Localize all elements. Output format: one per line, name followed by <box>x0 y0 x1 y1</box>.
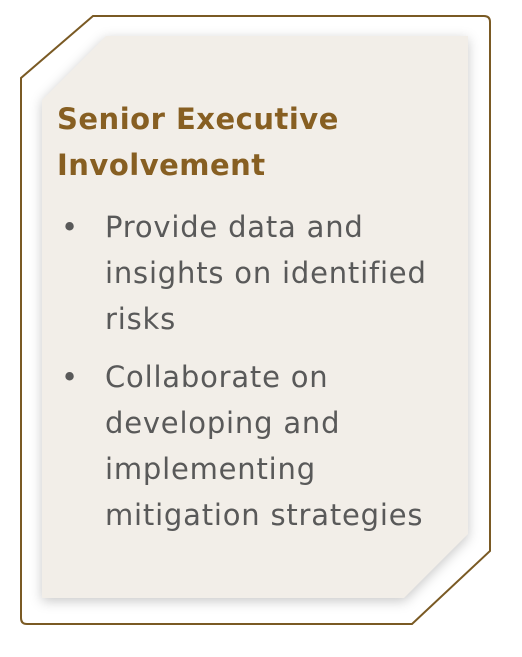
bullet-item: • Collaborate on developing and implemen… <box>57 354 457 538</box>
bullet-item-text: Collaborate on developing and implementi… <box>105 360 424 532</box>
bullet-item-text: Provide data and insights on identified … <box>105 210 427 336</box>
outline-frame-path <box>20 15 491 625</box>
card-title-line-2: Involvement <box>57 148 266 182</box>
bullet-dot-icon: • <box>61 360 79 394</box>
content-card <box>42 36 468 598</box>
card-title: Senior Executive Involvement <box>57 96 457 188</box>
bullet-dot-icon: • <box>61 210 79 244</box>
bullet-list: • Provide data and insights on identifie… <box>57 204 457 550</box>
bullet-item: • Provide data and insights on identifie… <box>57 204 457 342</box>
card-title-line-1: Senior Executive <box>57 102 339 136</box>
